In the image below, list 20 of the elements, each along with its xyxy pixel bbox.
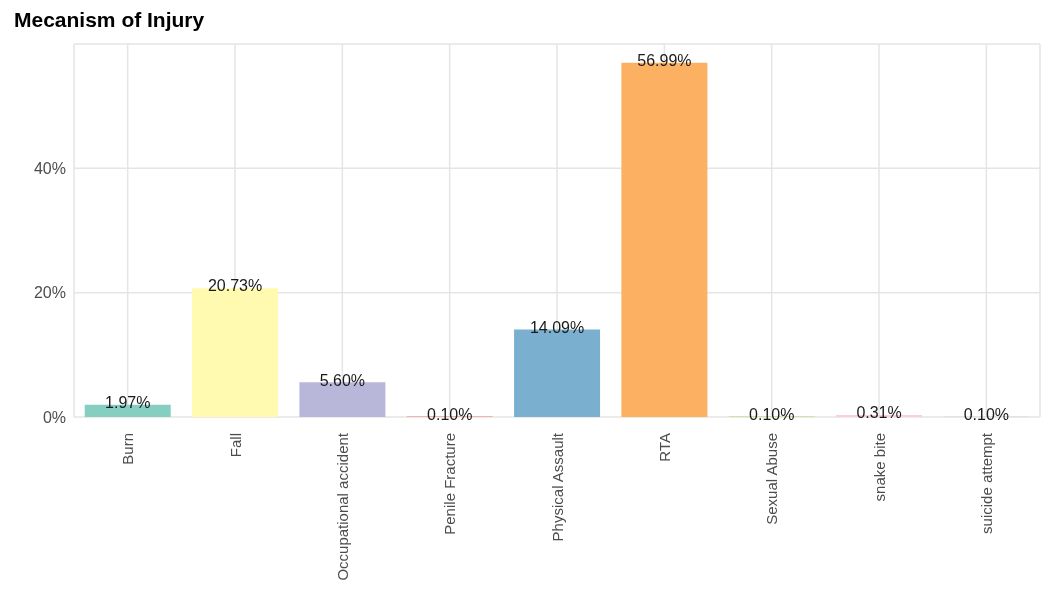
y-tick-label: 40% (33, 160, 66, 178)
x-tick-label: snake bite (870, 433, 888, 502)
y-tick-label: 20% (33, 284, 66, 302)
x-tick-label: Fall (226, 433, 244, 458)
data-label: 5.60% (319, 371, 366, 389)
data-label: 1.97% (105, 394, 151, 412)
data-label: 0.10% (749, 405, 795, 423)
x-tick-label: Sexual Abuse (763, 433, 781, 525)
x-tick-label: RTA (655, 433, 673, 462)
data-label: 0.10% (427, 405, 473, 423)
x-tick-label: Penile Fracture (441, 433, 459, 535)
x-tick-label: Occupational accident (333, 432, 351, 581)
y-tick-label: 0% (42, 408, 66, 426)
data-label: 0.10% (963, 405, 1010, 423)
x-tick-label: Physical Assault (548, 432, 566, 542)
data-label: 0.31% (856, 404, 902, 422)
x-tick-label: suicide attempt (977, 432, 995, 534)
x-tick-label: Burn (119, 433, 137, 465)
data-label: 20.73% (207, 277, 263, 295)
chart-title: Mecanism of Injury (14, 8, 206, 32)
